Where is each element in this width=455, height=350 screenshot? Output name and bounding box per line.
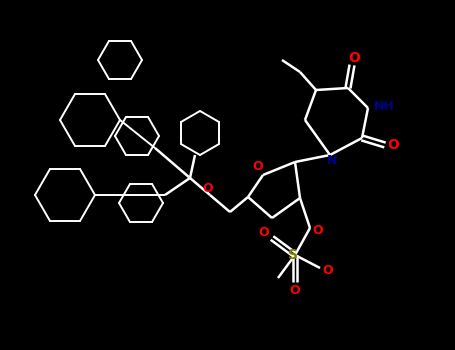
Text: O: O	[313, 224, 324, 237]
Text: O: O	[290, 284, 300, 296]
Text: S: S	[288, 248, 298, 262]
Text: O: O	[259, 226, 269, 239]
Text: O: O	[323, 265, 334, 278]
Text: O: O	[202, 182, 213, 195]
Text: N: N	[327, 154, 337, 168]
Text: NH: NH	[374, 99, 394, 112]
Text: O: O	[348, 51, 360, 65]
Text: O: O	[387, 138, 399, 152]
Text: O: O	[253, 161, 263, 174]
